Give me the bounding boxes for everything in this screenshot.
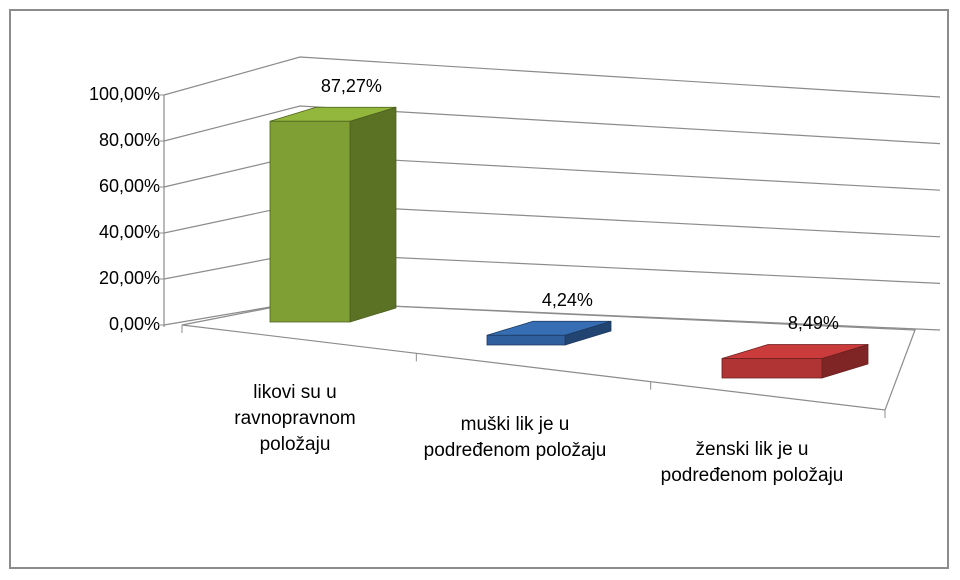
- y-tick-label: 100,00%: [89, 84, 160, 104]
- bar-side: [349, 106, 397, 323]
- bar: [486, 320, 612, 346]
- x-tick-label: likovi su u ravnopravnom položaju: [234, 382, 356, 455]
- y-tick-label: 0,00%: [109, 314, 160, 334]
- y-tick-label: 80,00%: [99, 130, 160, 150]
- bar: [269, 106, 397, 323]
- x-tick-label: ženski lik je u podređenom položaju: [660, 439, 844, 486]
- data-label: 8,49%: [788, 313, 839, 333]
- bar-front: [721, 358, 823, 379]
- data-label: 87,27%: [321, 76, 382, 96]
- data-label: 4,24%: [542, 290, 593, 310]
- bar-front: [486, 334, 566, 346]
- x-tick-label: muški lik je u podređenom položaju: [423, 414, 607, 461]
- grid-line: [163, 105, 941, 145]
- bar: [721, 343, 869, 379]
- bar-front: [269, 120, 351, 323]
- y-tick-label: 20,00%: [99, 268, 160, 288]
- y-tick-label: 40,00%: [99, 222, 160, 242]
- grid-line: [163, 56, 941, 98]
- y-tick-label: 60,00%: [99, 176, 160, 196]
- chart-border: [9, 9, 949, 569]
